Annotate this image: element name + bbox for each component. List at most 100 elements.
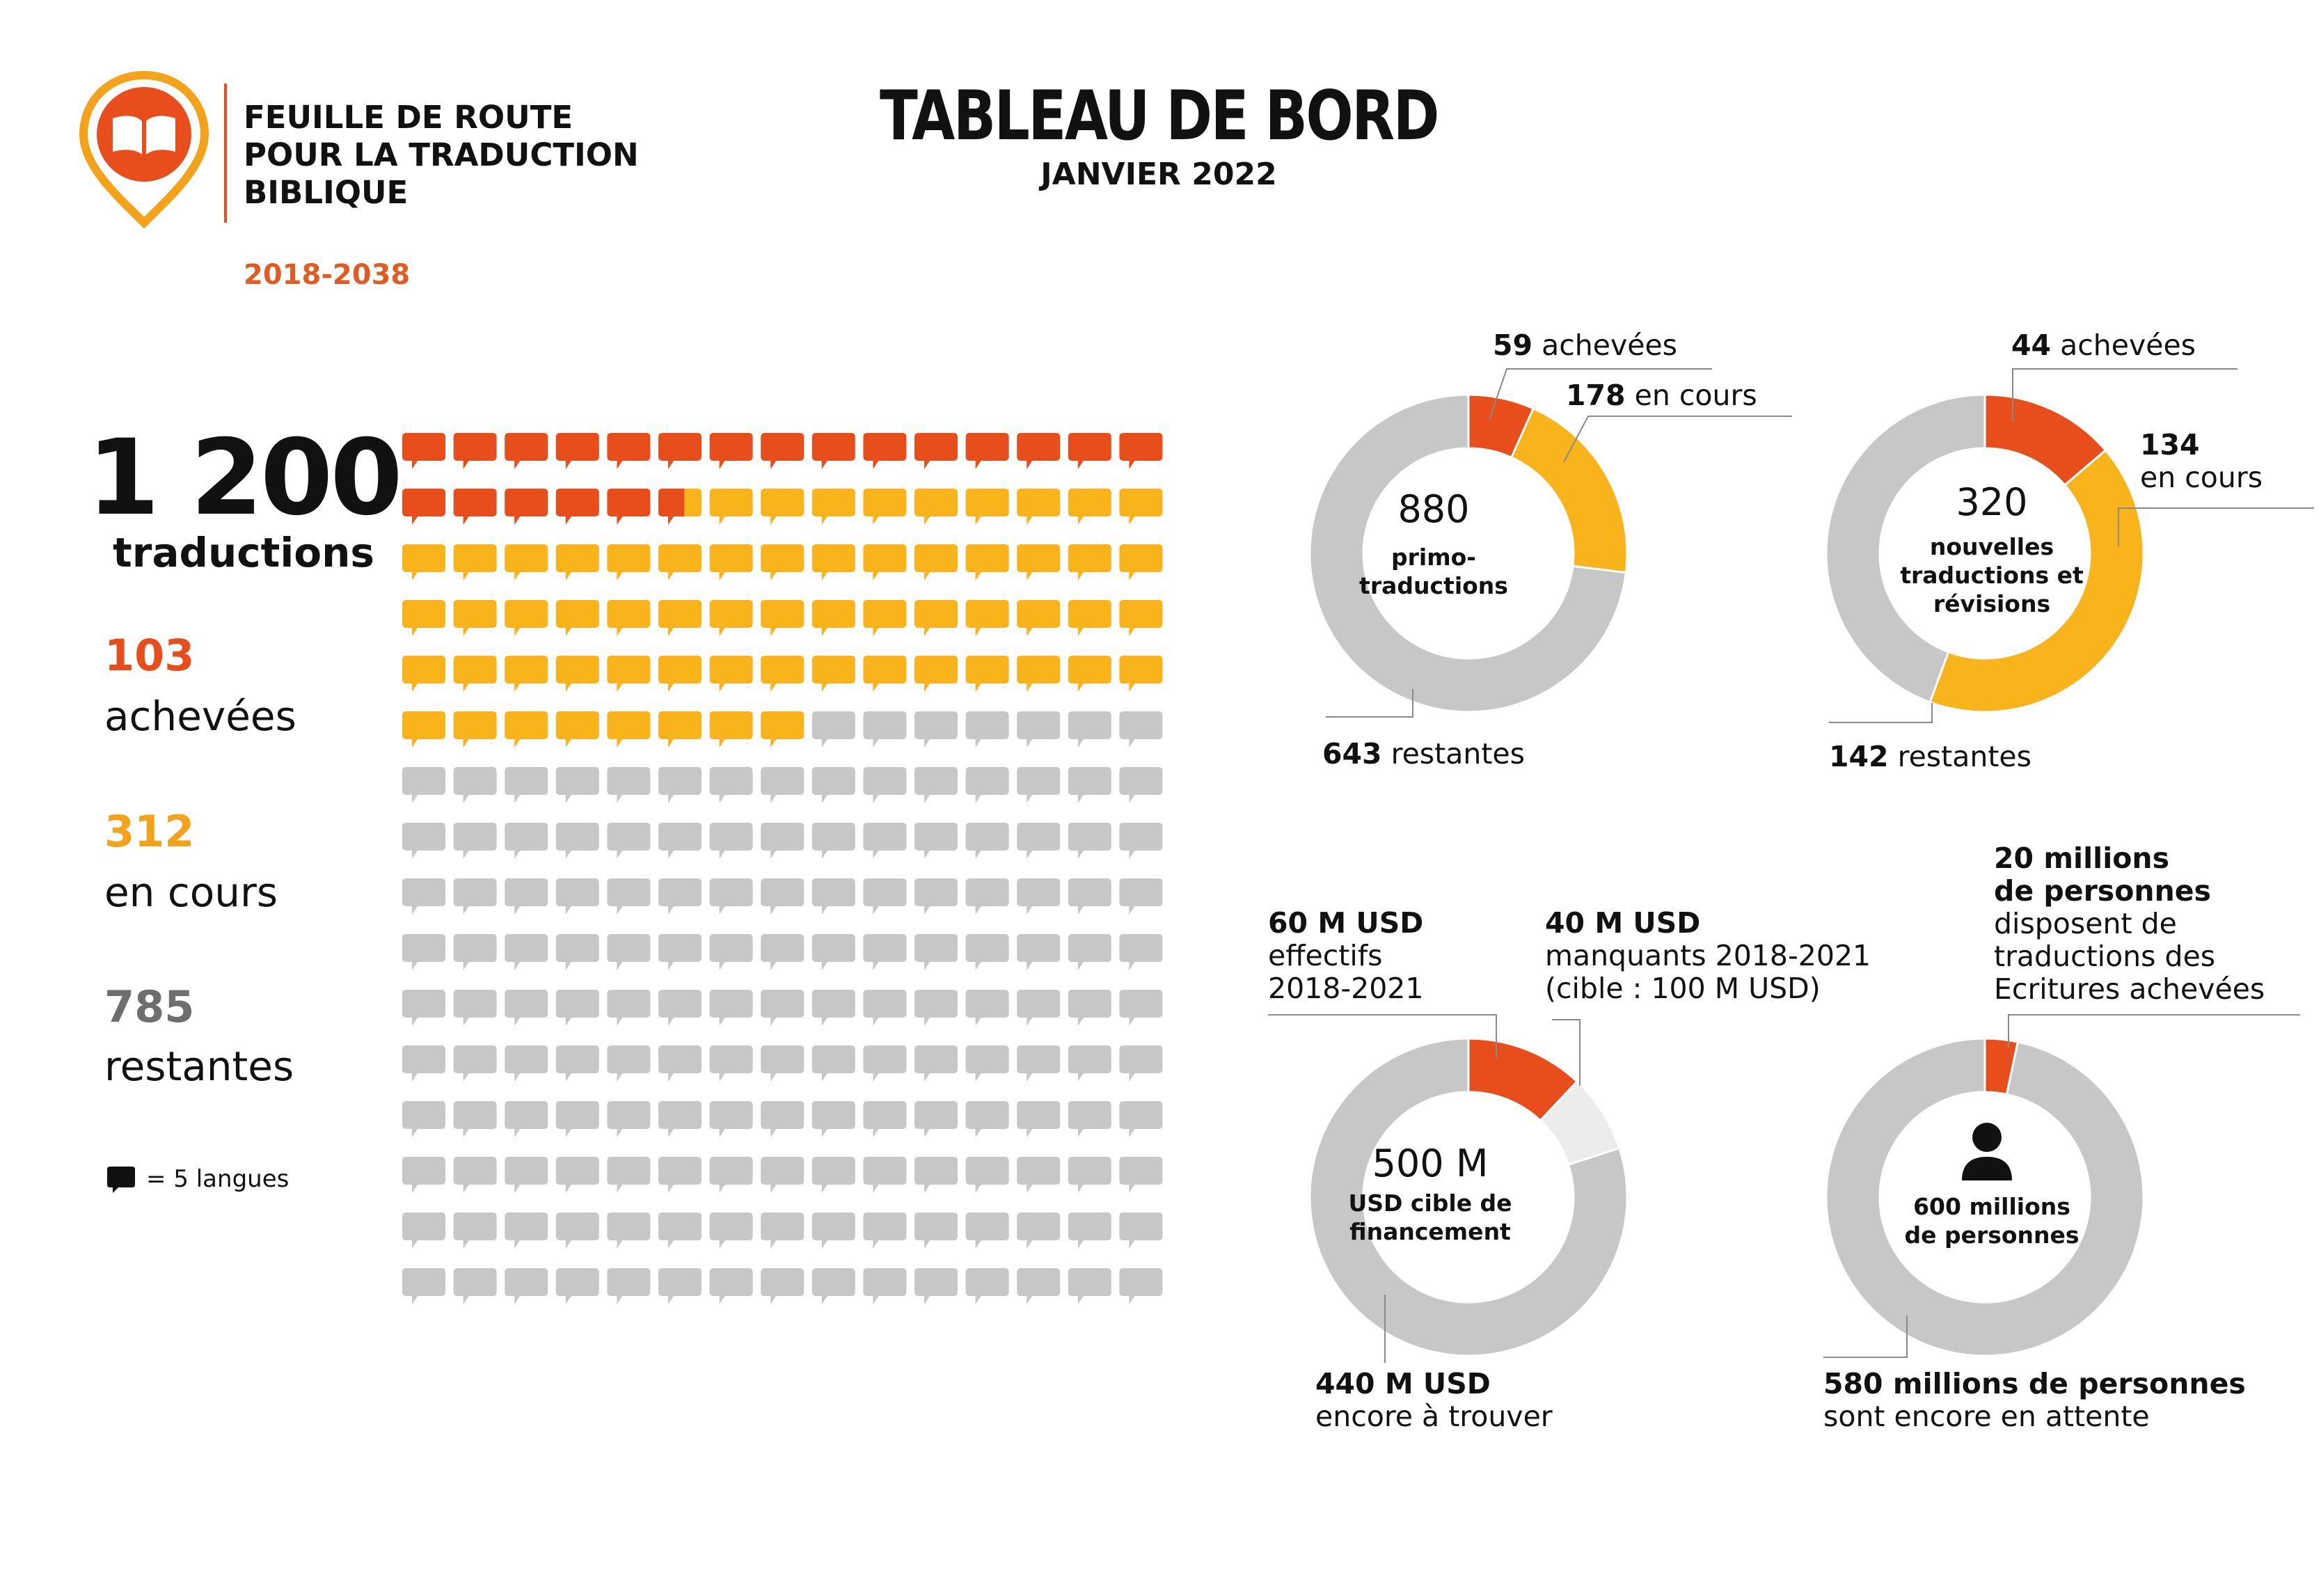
waffle-cell — [658, 433, 702, 469]
waffle-cell — [1068, 544, 1111, 580]
waffle-cell — [811, 1101, 855, 1137]
waffle-cell — [811, 489, 855, 525]
waffle-cell — [965, 823, 1009, 859]
page-date: JANVIER 2022 — [1040, 157, 1277, 192]
waffle-cell — [1119, 1101, 1163, 1137]
waffle-cell — [453, 1157, 497, 1193]
waffle-cell — [1119, 433, 1163, 469]
waffle-cell — [811, 544, 855, 580]
waffle-cell — [505, 878, 548, 915]
waffle-cell — [658, 934, 702, 970]
waffle-cell — [761, 878, 805, 915]
waffle-cell — [709, 433, 753, 469]
waffle-cell — [761, 711, 805, 748]
waffle-cell — [607, 1157, 651, 1193]
waffle-cell — [863, 544, 907, 580]
waffle-cell — [709, 656, 753, 692]
waffle-cell — [1068, 433, 1111, 469]
waffle-cell — [1068, 767, 1111, 803]
stat-in-progress-label: en cours — [104, 869, 278, 916]
waffle-cell — [1017, 544, 1061, 580]
waffle-cell — [453, 711, 497, 748]
waffle-cell — [811, 878, 855, 915]
waffle-cell — [709, 489, 753, 525]
waffle-cell — [965, 1045, 1009, 1082]
waffle-cell — [453, 767, 497, 803]
donut1-callout-remaining: 643 restantes — [1322, 737, 1526, 771]
waffle-cell — [863, 1101, 907, 1137]
waffle-cell — [658, 1268, 702, 1304]
waffle-cell — [555, 1101, 599, 1137]
waffle-cell — [914, 711, 958, 748]
donut4-slice-1 — [1825, 1037, 2145, 1357]
waffle-cell — [505, 1212, 548, 1249]
donut1-slice-2 — [1308, 393, 1627, 713]
waffle-cell — [658, 711, 702, 748]
waffle-cell — [965, 1212, 1009, 1249]
donut3-slice-2 — [1308, 1037, 1629, 1357]
waffle-cell — [761, 600, 805, 636]
waffle-cell — [453, 656, 497, 692]
donut1-center-label: primo-traductions — [1359, 544, 1508, 599]
waffle-cell — [1017, 656, 1061, 692]
waffle-cell — [1119, 878, 1163, 915]
waffle-cell — [402, 433, 445, 469]
waffle-cell — [607, 711, 651, 748]
waffle-cell — [761, 1268, 805, 1304]
waffle-cell — [555, 1157, 599, 1193]
waffle-cell — [555, 489, 599, 525]
waffle-cell — [453, 489, 497, 525]
waffle-cell — [1068, 489, 1111, 525]
stat-completed-value: 103 — [104, 630, 195, 681]
waffle-cell — [965, 990, 1009, 1026]
waffle-cell — [965, 711, 1009, 748]
waffle-cell — [555, 711, 599, 748]
waffle-cell — [402, 711, 445, 748]
waffle-cell — [811, 711, 855, 748]
waffle-cell — [811, 600, 855, 636]
person-icon — [1962, 1123, 2012, 1180]
waffle-cell — [761, 489, 805, 525]
waffle-cell — [761, 1212, 805, 1249]
waffle-cell — [863, 600, 907, 636]
waffle-cell — [402, 656, 445, 692]
header-divider — [224, 84, 227, 223]
waffle-cell — [658, 489, 702, 525]
waffle-cell — [863, 1045, 907, 1082]
organization-name: FEUILLE DE ROUTE POUR LA TRADUCTION BIBL… — [244, 99, 639, 211]
waffle-cell — [863, 433, 907, 469]
donut1-center-value: 880 — [1397, 487, 1470, 531]
donut2-callout-remaining: 142 restantes — [1829, 740, 2032, 773]
waffle-cell — [914, 878, 958, 915]
donut2-slice-1 — [1928, 448, 2145, 713]
waffle-cell — [761, 934, 805, 970]
waffle-cell — [555, 544, 599, 580]
waffle-cell — [1017, 934, 1061, 970]
waffle-cell — [505, 1268, 548, 1304]
waffle-cell — [453, 1045, 497, 1082]
waffle-cell — [863, 990, 907, 1026]
waffle-cell — [863, 767, 907, 803]
waffle-cell — [965, 656, 1009, 692]
waffle-cell — [709, 767, 753, 803]
waffle-cell — [811, 767, 855, 803]
waffle-cell — [863, 1157, 907, 1193]
waffle-cell — [402, 1212, 445, 1249]
waffle-cell — [1068, 1268, 1111, 1304]
waffle-cell — [1017, 767, 1061, 803]
waffle-cell — [607, 1101, 651, 1137]
waffle-cell — [453, 1212, 497, 1249]
waffle-cell — [402, 767, 445, 803]
waffle-cell — [1068, 1212, 1111, 1249]
waffle-cell — [1119, 544, 1163, 580]
waffle-cell — [863, 656, 907, 692]
waffle-cell — [1068, 878, 1111, 915]
stat-in-progress-value: 312 — [104, 806, 195, 857]
donut2-center-label: nouvelles traductions et révisions — [1900, 533, 2084, 617]
waffle-cell — [505, 600, 548, 636]
waffle-cell — [555, 600, 599, 636]
waffle-cell — [1119, 1045, 1163, 1082]
map-pin-book-logo — [79, 70, 209, 229]
waffle-legend-text: = 5 langues — [146, 1165, 290, 1193]
waffle-cell — [1068, 1101, 1111, 1137]
